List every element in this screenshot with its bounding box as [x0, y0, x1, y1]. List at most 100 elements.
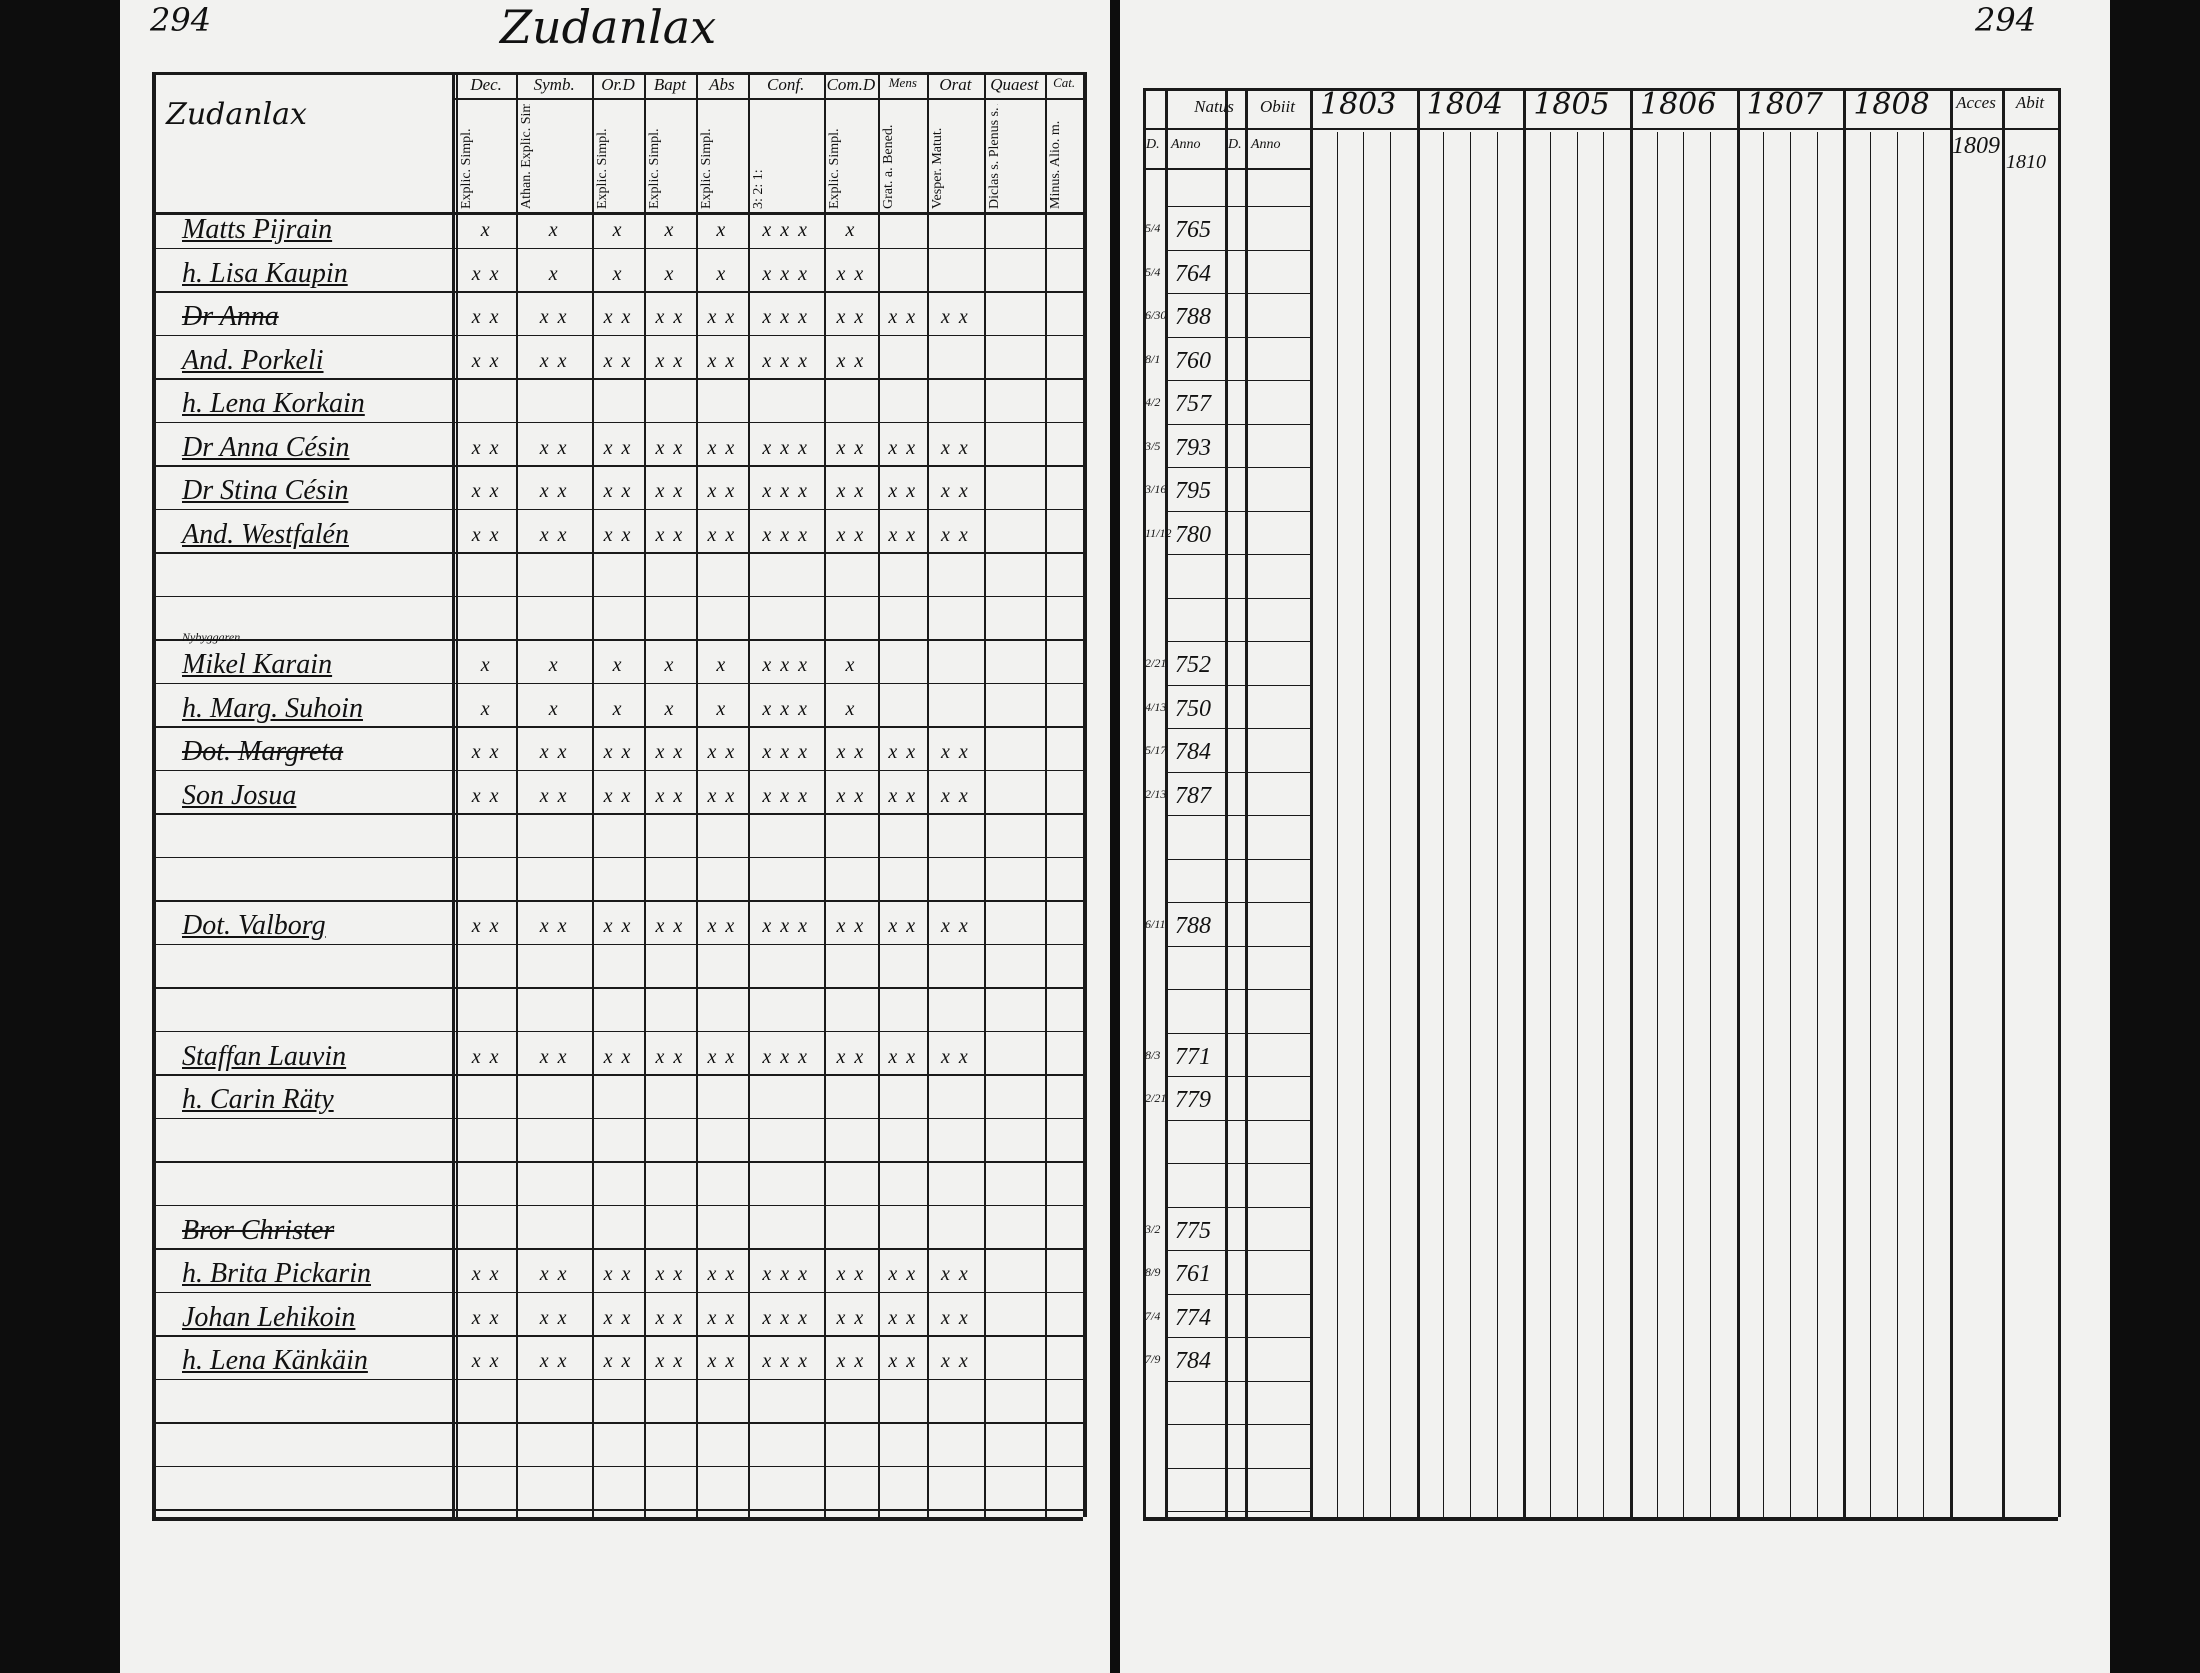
column-subheader: Grat. a. Bened. — [882, 124, 897, 209]
rule — [516, 72, 519, 1517]
year-header: 1807 — [1746, 87, 1824, 122]
rule — [1165, 380, 1310, 381]
catechism-mark: x x — [471, 915, 501, 937]
person-name: And. Westfalén — [182, 518, 349, 550]
rule — [1225, 88, 1228, 1517]
catechism-mark: x x — [888, 741, 918, 763]
rule — [152, 1074, 1084, 1076]
rule — [152, 1378, 1084, 1380]
rule — [152, 1161, 1084, 1163]
birth-year: 779 — [1175, 1087, 1211, 1113]
rule — [152, 334, 1084, 336]
right-page — [1120, 0, 2110, 1673]
birth-day: 5/4 — [1145, 264, 1161, 279]
column-subheader: Explic. Simpl. — [596, 128, 611, 210]
rule — [1165, 1163, 1310, 1164]
person-name: Staffan Lauvin — [182, 1040, 347, 1072]
birth-day: 2/21 — [1145, 1091, 1167, 1105]
rule — [152, 856, 1084, 858]
rule — [1045, 72, 1048, 1517]
birth-year: 774 — [1175, 1304, 1211, 1331]
catechism-mark: x x — [539, 523, 569, 546]
birth-year: 761 — [1175, 1261, 1211, 1287]
catechism-mark: x — [664, 697, 676, 720]
person-name: Matts Pijrain — [182, 214, 333, 245]
column-header: Quaest — [990, 75, 1039, 94]
rule — [1165, 1293, 1310, 1295]
catechism-mark: x x — [707, 741, 737, 763]
column-subheader: 3: 2: 1: — [751, 169, 766, 209]
rule — [983, 72, 986, 1517]
catechism-mark: x x — [707, 784, 737, 807]
birth-year: 757 — [1175, 391, 1211, 417]
person-name: h. Brita Pickarin — [182, 1258, 371, 1289]
abit-year: 1810 — [2006, 151, 2046, 173]
column-subheader: Anno — [1251, 137, 1281, 152]
catechism-mark: x x — [707, 1306, 737, 1329]
catechism-mark: x — [845, 697, 857, 720]
catechism-mark: x x x — [762, 1350, 809, 1372]
rule — [1165, 336, 1310, 338]
rule — [592, 72, 595, 1517]
column-header: Symb. — [533, 75, 575, 94]
birth-year: 784 — [1175, 739, 1211, 765]
catechism-mark: x x — [603, 306, 633, 328]
catechism-mark: x x — [471, 523, 501, 546]
catechism-mark: x x — [888, 915, 918, 937]
birth-day: 8/3 — [1145, 1047, 1161, 1062]
rule — [747, 72, 750, 1517]
birth-year: 795 — [1175, 478, 1211, 504]
birth-day: 2/13 — [1145, 786, 1167, 801]
column-subheader: Vesper. Matut. — [931, 127, 946, 209]
catechism-mark: x x — [836, 523, 866, 546]
page-number: 294 — [1975, 1, 2037, 39]
person-name: And. Porkeli — [182, 344, 324, 376]
catechism-mark: x — [480, 219, 492, 241]
catechism-mark: x — [845, 219, 857, 241]
catechism-mark: x — [480, 697, 492, 720]
rule — [1245, 88, 1248, 1517]
catechism-mark: x x — [941, 741, 970, 763]
catechism-mark: x x x — [762, 480, 809, 502]
catechism-mark: x — [664, 219, 676, 241]
acces-year: 1809 — [1952, 133, 2000, 159]
rule — [152, 465, 1084, 467]
rule — [1165, 1424, 1310, 1425]
person-name: Dot. Valborg — [182, 910, 326, 941]
person-name: Dr Anna Césin — [182, 431, 350, 463]
birth-day: 5/4 — [1145, 221, 1161, 235]
rule — [152, 1517, 1084, 1521]
catechism-mark: x x — [836, 1045, 866, 1068]
catechism-mark: x — [716, 219, 728, 241]
rule — [1336, 132, 1338, 1517]
rule — [643, 72, 646, 1517]
rule — [1896, 132, 1898, 1517]
birth-year: 771 — [1175, 1043, 1211, 1070]
catechism-mark: x x — [655, 1350, 685, 1372]
column-header: Cat. — [1053, 75, 1076, 90]
catechism-mark: x — [548, 654, 560, 676]
rule — [695, 72, 698, 1517]
catechism-mark: x — [612, 697, 624, 720]
catechism-mark: x x — [471, 262, 501, 285]
rule — [1790, 132, 1791, 1517]
rule — [1165, 423, 1310, 425]
rule — [1165, 728, 1310, 729]
birth-day: 2/21 — [1145, 656, 1167, 670]
rule — [452, 98, 1084, 100]
birth-day: 7/4 — [1145, 1308, 1161, 1323]
catechism-mark: x x — [707, 523, 737, 546]
catechism-mark: x x — [941, 915, 970, 937]
birth-day: 6/11 — [1145, 917, 1166, 931]
catechism-mark: x x — [941, 1350, 970, 1372]
catechism-mark: x x x — [762, 741, 809, 763]
catechism-mark: x x — [836, 349, 866, 372]
catechism-mark: x x — [603, 1306, 633, 1329]
catechism-mark: x x — [836, 436, 866, 459]
rule — [823, 72, 826, 1517]
rule — [1165, 945, 1310, 947]
catechism-mark: x x — [539, 1306, 569, 1329]
catechism-mark: x x — [941, 1045, 970, 1068]
person-name: h. Lena Korkain — [182, 388, 365, 419]
rule — [878, 72, 881, 1517]
